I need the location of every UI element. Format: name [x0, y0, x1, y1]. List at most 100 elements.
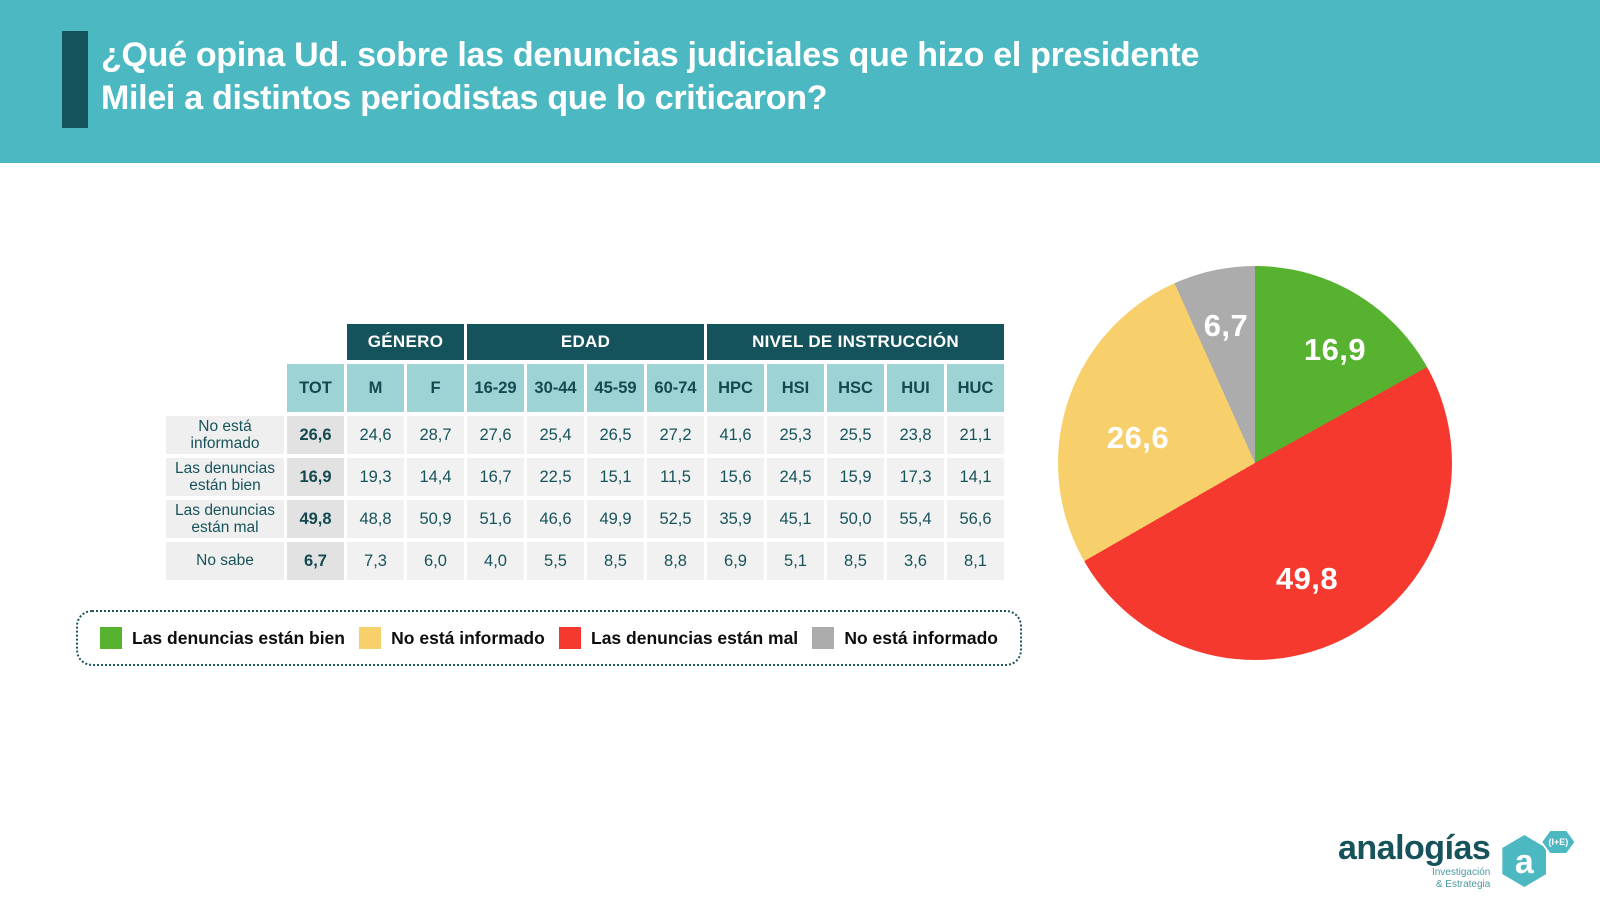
hexagon-tag-text: (I+E) — [1548, 837, 1569, 847]
pie-slice-label-gray: 6,7 — [1203, 308, 1249, 343]
data-cell: 21,1 — [947, 416, 1004, 454]
legend-swatch-gray — [812, 627, 835, 649]
data-cell: 8,8 — [647, 542, 704, 580]
column-header: M — [347, 364, 404, 412]
data-cell: 50,0 — [827, 500, 884, 538]
page-title: ¿Qué opina Ud. sobre las denuncias judic… — [101, 34, 1501, 120]
data-cell: 27,2 — [647, 416, 704, 454]
question-title-line1: ¿Qué opina Ud. sobre las denuncias judic… — [101, 36, 1200, 74]
data-cell: 51,6 — [467, 500, 524, 538]
demographics-table: GÉNERO EDAD NIVEL DE INSTRUCCIÓN TOT M F 16-29… — [166, 324, 1004, 580]
legend-swatch-red — [559, 627, 581, 649]
data-cell: 6,0 — [407, 542, 464, 580]
pie-chart: 16,9 49,8 26,6 6,7 — [1058, 266, 1452, 660]
title-banner: ¿Qué opina Ud. sobre las denuncias judic… — [0, 0, 1600, 163]
data-cell: 41,6 — [707, 416, 764, 454]
hexagon-a-icon: a — [1502, 835, 1547, 887]
data-cell: 16,7 — [467, 458, 524, 496]
data-cell: 49,9 — [587, 500, 644, 538]
column-header: HUI — [887, 364, 944, 412]
data-cell: 15,9 — [827, 458, 884, 496]
brand-subtitle: Investigación & Estrategia — [1338, 867, 1490, 891]
total-cell: 26,6 — [287, 416, 344, 454]
hexagon-tag-icon: (I+E) — [1542, 831, 1575, 853]
total-cell: 6,7 — [287, 542, 344, 580]
accent-bar — [62, 31, 88, 128]
data-cell: 27,6 — [467, 416, 524, 454]
column-header: HPC — [707, 364, 764, 412]
data-cell: 7,3 — [347, 542, 404, 580]
data-cell: 14,4 — [407, 458, 464, 496]
brand-subtitle-line1: Investigación — [1431, 867, 1491, 878]
pie-slice-label-green: 16,9 — [1303, 332, 1367, 367]
data-cell: 50,9 — [407, 500, 464, 538]
data-cell: 45,1 — [767, 500, 824, 538]
total-cell: 49,8 — [287, 500, 344, 538]
column-header: HSI — [767, 364, 824, 412]
column-header: TOT — [287, 364, 344, 412]
brand-text-block: analogías Investigación & Estrategia — [1338, 829, 1491, 891]
legend-item: Las denuncias están bien — [100, 627, 345, 649]
legend: Las denuncias están bien No está informa… — [76, 610, 1022, 666]
data-cell: 8,1 — [947, 542, 1004, 580]
row-label: No sabe — [166, 542, 284, 580]
group-header: EDAD — [467, 324, 704, 360]
data-cell: 4,0 — [467, 542, 524, 580]
legend-item: No está informado — [359, 627, 545, 649]
column-header: 16-29 — [467, 364, 524, 412]
group-header: NIVEL DE INSTRUCCIÓN — [707, 324, 1004, 360]
total-cell: 16,9 — [287, 458, 344, 496]
data-cell: 26,5 — [587, 416, 644, 454]
hexagon-letter: a — [1514, 843, 1534, 881]
data-cell: 5,5 — [527, 542, 584, 580]
legend-item: No está informado — [812, 627, 998, 649]
data-cell: 25,5 — [827, 416, 884, 454]
row-label: No está informado — [166, 416, 284, 454]
column-header: 30-44 — [527, 364, 584, 412]
column-header: F — [407, 364, 464, 412]
data-cell: 25,4 — [527, 416, 584, 454]
data-cell: 52,5 — [647, 500, 704, 538]
data-cell: 56,6 — [947, 500, 1004, 538]
brand-logo: analogías Investigación & Estrategia a (… — [1338, 829, 1577, 891]
logo-hexagon-icon: a (I+E) — [1500, 829, 1577, 889]
data-cell: 6,9 — [707, 542, 764, 580]
legend-label: Las denuncias están mal — [591, 627, 799, 648]
data-cell: 28,7 — [407, 416, 464, 454]
data-cell: 14,1 — [947, 458, 1004, 496]
data-cell: 24,6 — [347, 416, 404, 454]
data-cell: 25,3 — [767, 416, 824, 454]
brand-name: analogías — [1338, 829, 1491, 867]
column-header: 60-74 — [647, 364, 704, 412]
legend-label: Las denuncias están bien — [132, 627, 345, 648]
data-cell: 22,5 — [527, 458, 584, 496]
question-title-line2: Milei a distintos periodistas que lo cri… — [101, 79, 828, 118]
data-cell: 3,6 — [887, 542, 944, 580]
data-cell: 55,4 — [887, 500, 944, 538]
group-header: GÉNERO — [347, 324, 464, 360]
data-cell: 11,5 — [647, 458, 704, 496]
column-header: HSC — [827, 364, 884, 412]
data-cell: 5,1 — [767, 542, 824, 580]
data-cell: 19,3 — [347, 458, 404, 496]
data-cell: 8,5 — [587, 542, 644, 580]
legend-label: No está informado — [391, 627, 545, 648]
legend-item: Las denuncias están mal — [559, 627, 798, 649]
pie-slice-label-red: 49,8 — [1275, 561, 1339, 596]
row-label: Las denuncias están mal — [166, 500, 284, 538]
brand-subtitle-line2: & Estrategia — [1435, 879, 1491, 890]
column-header: 45-59 — [587, 364, 644, 412]
data-cell: 17,3 — [887, 458, 944, 496]
data-cell: 35,9 — [707, 500, 764, 538]
data-cell: 23,8 — [887, 416, 944, 454]
column-header: HUC — [947, 364, 1004, 412]
data-cell: 15,1 — [587, 458, 644, 496]
data-cell: 8,5 — [827, 542, 884, 580]
data-cell: 15,6 — [707, 458, 764, 496]
legend-swatch-yellow — [359, 627, 382, 649]
data-cell: 48,8 — [347, 500, 404, 538]
data-cell: 24,5 — [767, 458, 824, 496]
legend-label: No está informado — [844, 627, 998, 648]
legend-swatch-green — [100, 627, 122, 649]
